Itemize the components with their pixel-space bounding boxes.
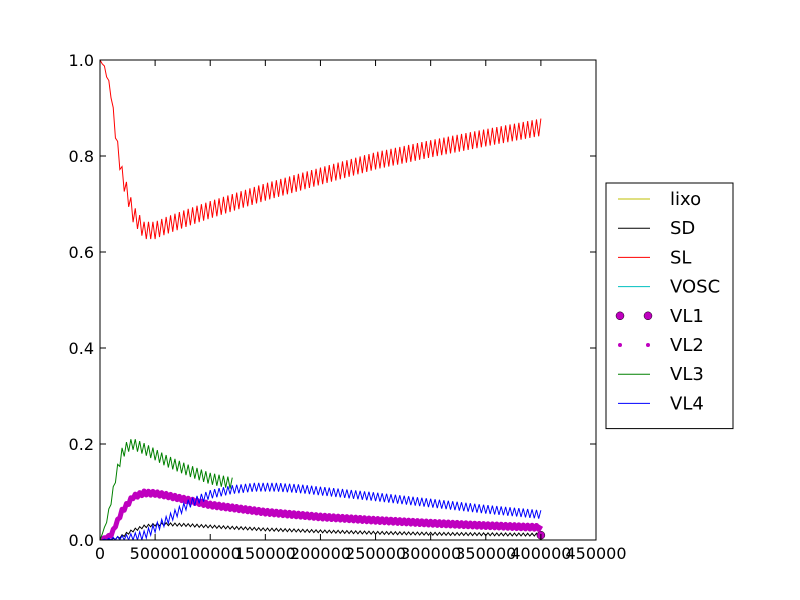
series-sl (100, 60, 542, 240)
series-line-vl2 (100, 488, 544, 540)
y-tick-label: 0.4 (69, 339, 94, 358)
axis-ticks: 0 50000 1000001500002000002500003000003500… (69, 51, 627, 563)
legend-marker (618, 343, 622, 347)
legend-item-sd: SD (618, 218, 695, 239)
legend-label: VL4 (670, 393, 704, 414)
series-vl2 (100, 488, 544, 540)
legend-item-vl1: VL1 (615, 306, 704, 327)
x-tick-label: 350000 (455, 544, 516, 563)
legend-label: VL1 (670, 306, 704, 327)
legend-box (605, 182, 734, 430)
plot-frame (99, 59, 597, 541)
legend-item-lixo: lixo (618, 189, 701, 210)
y-tick-label: 1.0 (69, 51, 94, 70)
y-tick-label: 0.2 (69, 435, 94, 454)
legend-item-sl: SL (618, 247, 691, 268)
series-line-vl4 (100, 482, 542, 540)
legend-item-vl2: VL2 (618, 335, 704, 356)
legend-label: SL (670, 247, 691, 268)
legend-item-vl4: VL4 (618, 393, 704, 414)
y-tick-label: 0.0 (69, 531, 94, 550)
y-tick-label: 0.6 (69, 243, 94, 262)
x-tick-label: 250000 (345, 544, 406, 563)
x-tick-label: 200000 (290, 544, 351, 563)
legend-item-vl3: VL3 (618, 364, 704, 385)
series-vl3 (100, 439, 233, 540)
legend-marker (615, 311, 625, 321)
legend: lixo SD SL VOSC VL1 VL2 VL3 VL4 (605, 182, 734, 430)
x-tick-label: 150000 (235, 544, 296, 563)
legend-label: VL2 (670, 335, 704, 356)
legend-label: VL3 (670, 364, 704, 385)
legend-label: lixo (670, 189, 701, 210)
x-tick-label: 300000 (400, 544, 461, 563)
x-tick-label: 400000 (510, 544, 571, 563)
series-line-vl3 (100, 439, 233, 540)
x-tick-label: 0 (95, 544, 105, 563)
x-tick-label: 50000 (130, 544, 181, 563)
series-line-sl (100, 60, 542, 240)
series-vl4 (100, 482, 542, 540)
x-tick-label: 450000 (565, 544, 626, 563)
series-sd (100, 521, 542, 540)
series-line-sd (100, 521, 542, 540)
series-layer (100, 60, 546, 540)
legend-label: SD (670, 218, 695, 239)
x-tick-label: 100000 (180, 544, 241, 563)
legend-marker (643, 311, 653, 321)
y-tick-label: 0.8 (69, 147, 94, 166)
legend-item-vosc: VOSC (618, 277, 720, 298)
legend-marker (646, 343, 650, 347)
legend-label: VOSC (670, 277, 720, 298)
